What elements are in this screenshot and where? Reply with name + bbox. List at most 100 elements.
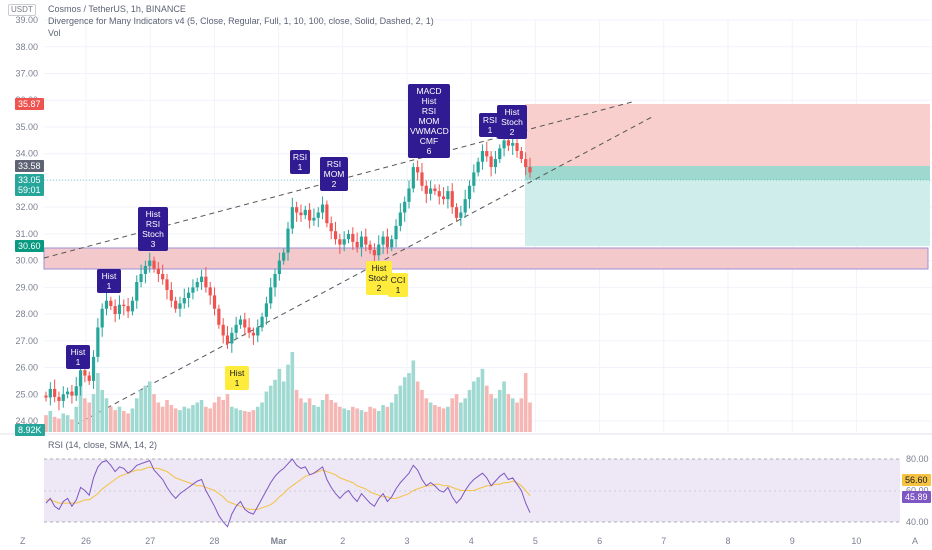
volume-bar xyxy=(303,402,308,432)
candle-body xyxy=(96,327,100,357)
volume-legend[interactable]: Vol xyxy=(48,28,61,38)
bull-divergence-label[interactable]: Hist Stoch 2 xyxy=(366,261,392,295)
candle-body xyxy=(398,212,402,226)
volume-bar xyxy=(52,416,57,432)
candle-body xyxy=(368,244,372,250)
candle-body xyxy=(424,185,428,194)
bear-divergence-label[interactable]: MACD Hist RSI MOM VWMACD CMF 6 xyxy=(408,84,450,158)
price-tick-label: 32.00 xyxy=(15,202,38,212)
volume-bar xyxy=(113,410,117,432)
volume-bar xyxy=(195,402,200,432)
volume-bar xyxy=(152,394,156,432)
bear-divergence-label[interactable]: RSI 1 xyxy=(290,150,310,174)
candle-body xyxy=(437,191,441,197)
volume-bars xyxy=(44,352,532,432)
candle-body xyxy=(416,167,420,173)
candle-body xyxy=(182,298,186,304)
candle-body xyxy=(208,287,212,296)
price-tick-label: 28.00 xyxy=(15,309,38,319)
bear-divergence-label[interactable]: Hist 1 xyxy=(66,345,90,369)
price-tick-label: 39.00 xyxy=(15,15,38,25)
currency-button[interactable]: USDT xyxy=(8,4,36,16)
candle-body xyxy=(187,292,191,299)
volume-bar xyxy=(450,398,455,432)
stop-price-tag: 35.87 xyxy=(15,98,44,110)
candle-body xyxy=(308,209,312,221)
price-tick-label: 29.00 xyxy=(15,282,38,292)
volume-bar xyxy=(117,406,122,432)
volume-bar xyxy=(208,408,213,432)
rsi-tick-label: 40.00 xyxy=(906,517,929,527)
volume-bar xyxy=(186,408,191,432)
candle-body xyxy=(74,386,78,396)
candle-body xyxy=(100,308,104,328)
candle-body xyxy=(199,276,204,283)
candle-body xyxy=(48,388,52,398)
candle-body xyxy=(467,185,472,200)
current-price-tag: 33.05 xyxy=(15,174,44,186)
volume-bar xyxy=(389,402,394,432)
volume-bar xyxy=(199,400,204,432)
bear-divergence-label[interactable]: RSI MOM 2 xyxy=(320,157,348,191)
price-tick-label: 38.00 xyxy=(15,42,38,52)
volume-bar xyxy=(307,398,312,432)
stop-loss-zone[interactable] xyxy=(525,104,930,166)
volume-bar xyxy=(242,410,247,432)
candle-body xyxy=(148,260,152,266)
candle-body xyxy=(450,191,454,208)
candle-body xyxy=(260,316,264,328)
volume-bar xyxy=(160,406,165,432)
candle-body xyxy=(377,244,381,256)
candlesticks xyxy=(44,130,532,411)
bull-divergence-label[interactable]: CCI 1 xyxy=(388,273,408,297)
volume-bar xyxy=(415,381,420,432)
candle-body xyxy=(441,196,446,200)
candle-body xyxy=(221,324,225,336)
bear-divergence-label[interactable]: Hist Stoch 2 xyxy=(497,105,527,139)
candle-body xyxy=(117,304,122,315)
volume-bar xyxy=(104,398,109,432)
volume-bar xyxy=(74,406,79,432)
volume-bar xyxy=(316,406,321,432)
volume-bar xyxy=(502,381,506,432)
candle-body xyxy=(403,201,407,213)
candle-body xyxy=(230,332,234,344)
candle-body xyxy=(122,304,126,307)
price-tick-label: 24.00 xyxy=(15,416,38,426)
volume-bar xyxy=(130,408,135,432)
candle-body xyxy=(44,395,48,398)
candle-body xyxy=(130,300,135,312)
volume-bar xyxy=(528,402,532,432)
bear-divergence-label[interactable]: RSI 1 xyxy=(479,113,501,137)
lower-trendline[interactable] xyxy=(74,116,653,426)
volume-bar xyxy=(372,408,377,432)
bear-divergence-label[interactable]: Hist 1 xyxy=(97,269,121,293)
candle-body xyxy=(320,204,325,213)
candle-body xyxy=(519,151,523,160)
volume-bar xyxy=(204,406,208,432)
volume-tag: 8.92K xyxy=(15,424,45,436)
volume-bar xyxy=(355,408,359,432)
candle-body xyxy=(480,151,485,162)
auto-scale-button[interactable]: A xyxy=(912,536,918,546)
bull-divergence-label[interactable]: Hist 1 xyxy=(225,366,249,390)
candle-body xyxy=(364,236,368,245)
volume-bar xyxy=(407,373,411,432)
rsi-tick-label: 60.00 xyxy=(906,486,929,496)
rsi-legend[interactable]: RSI (14, close, SMA, 14, 2) xyxy=(48,440,158,450)
resistance-zone xyxy=(43,247,929,270)
zoom-left-button[interactable]: Z xyxy=(20,536,26,546)
volume-bar xyxy=(87,402,92,432)
candle-body xyxy=(459,212,463,218)
volume-bar xyxy=(286,364,290,432)
bear-divergence-label[interactable]: Hist RSI Stoch 3 xyxy=(138,207,168,251)
candle-body xyxy=(256,327,260,336)
volume-bar xyxy=(519,398,524,432)
volume-bar xyxy=(433,405,437,432)
indicator-legend[interactable]: Divergence for Many Indicators v4 (5, Cl… xyxy=(48,16,434,26)
candle-body xyxy=(204,276,208,288)
candle-body xyxy=(152,260,156,269)
volume-bar xyxy=(467,389,472,432)
volume-bar xyxy=(281,381,286,432)
